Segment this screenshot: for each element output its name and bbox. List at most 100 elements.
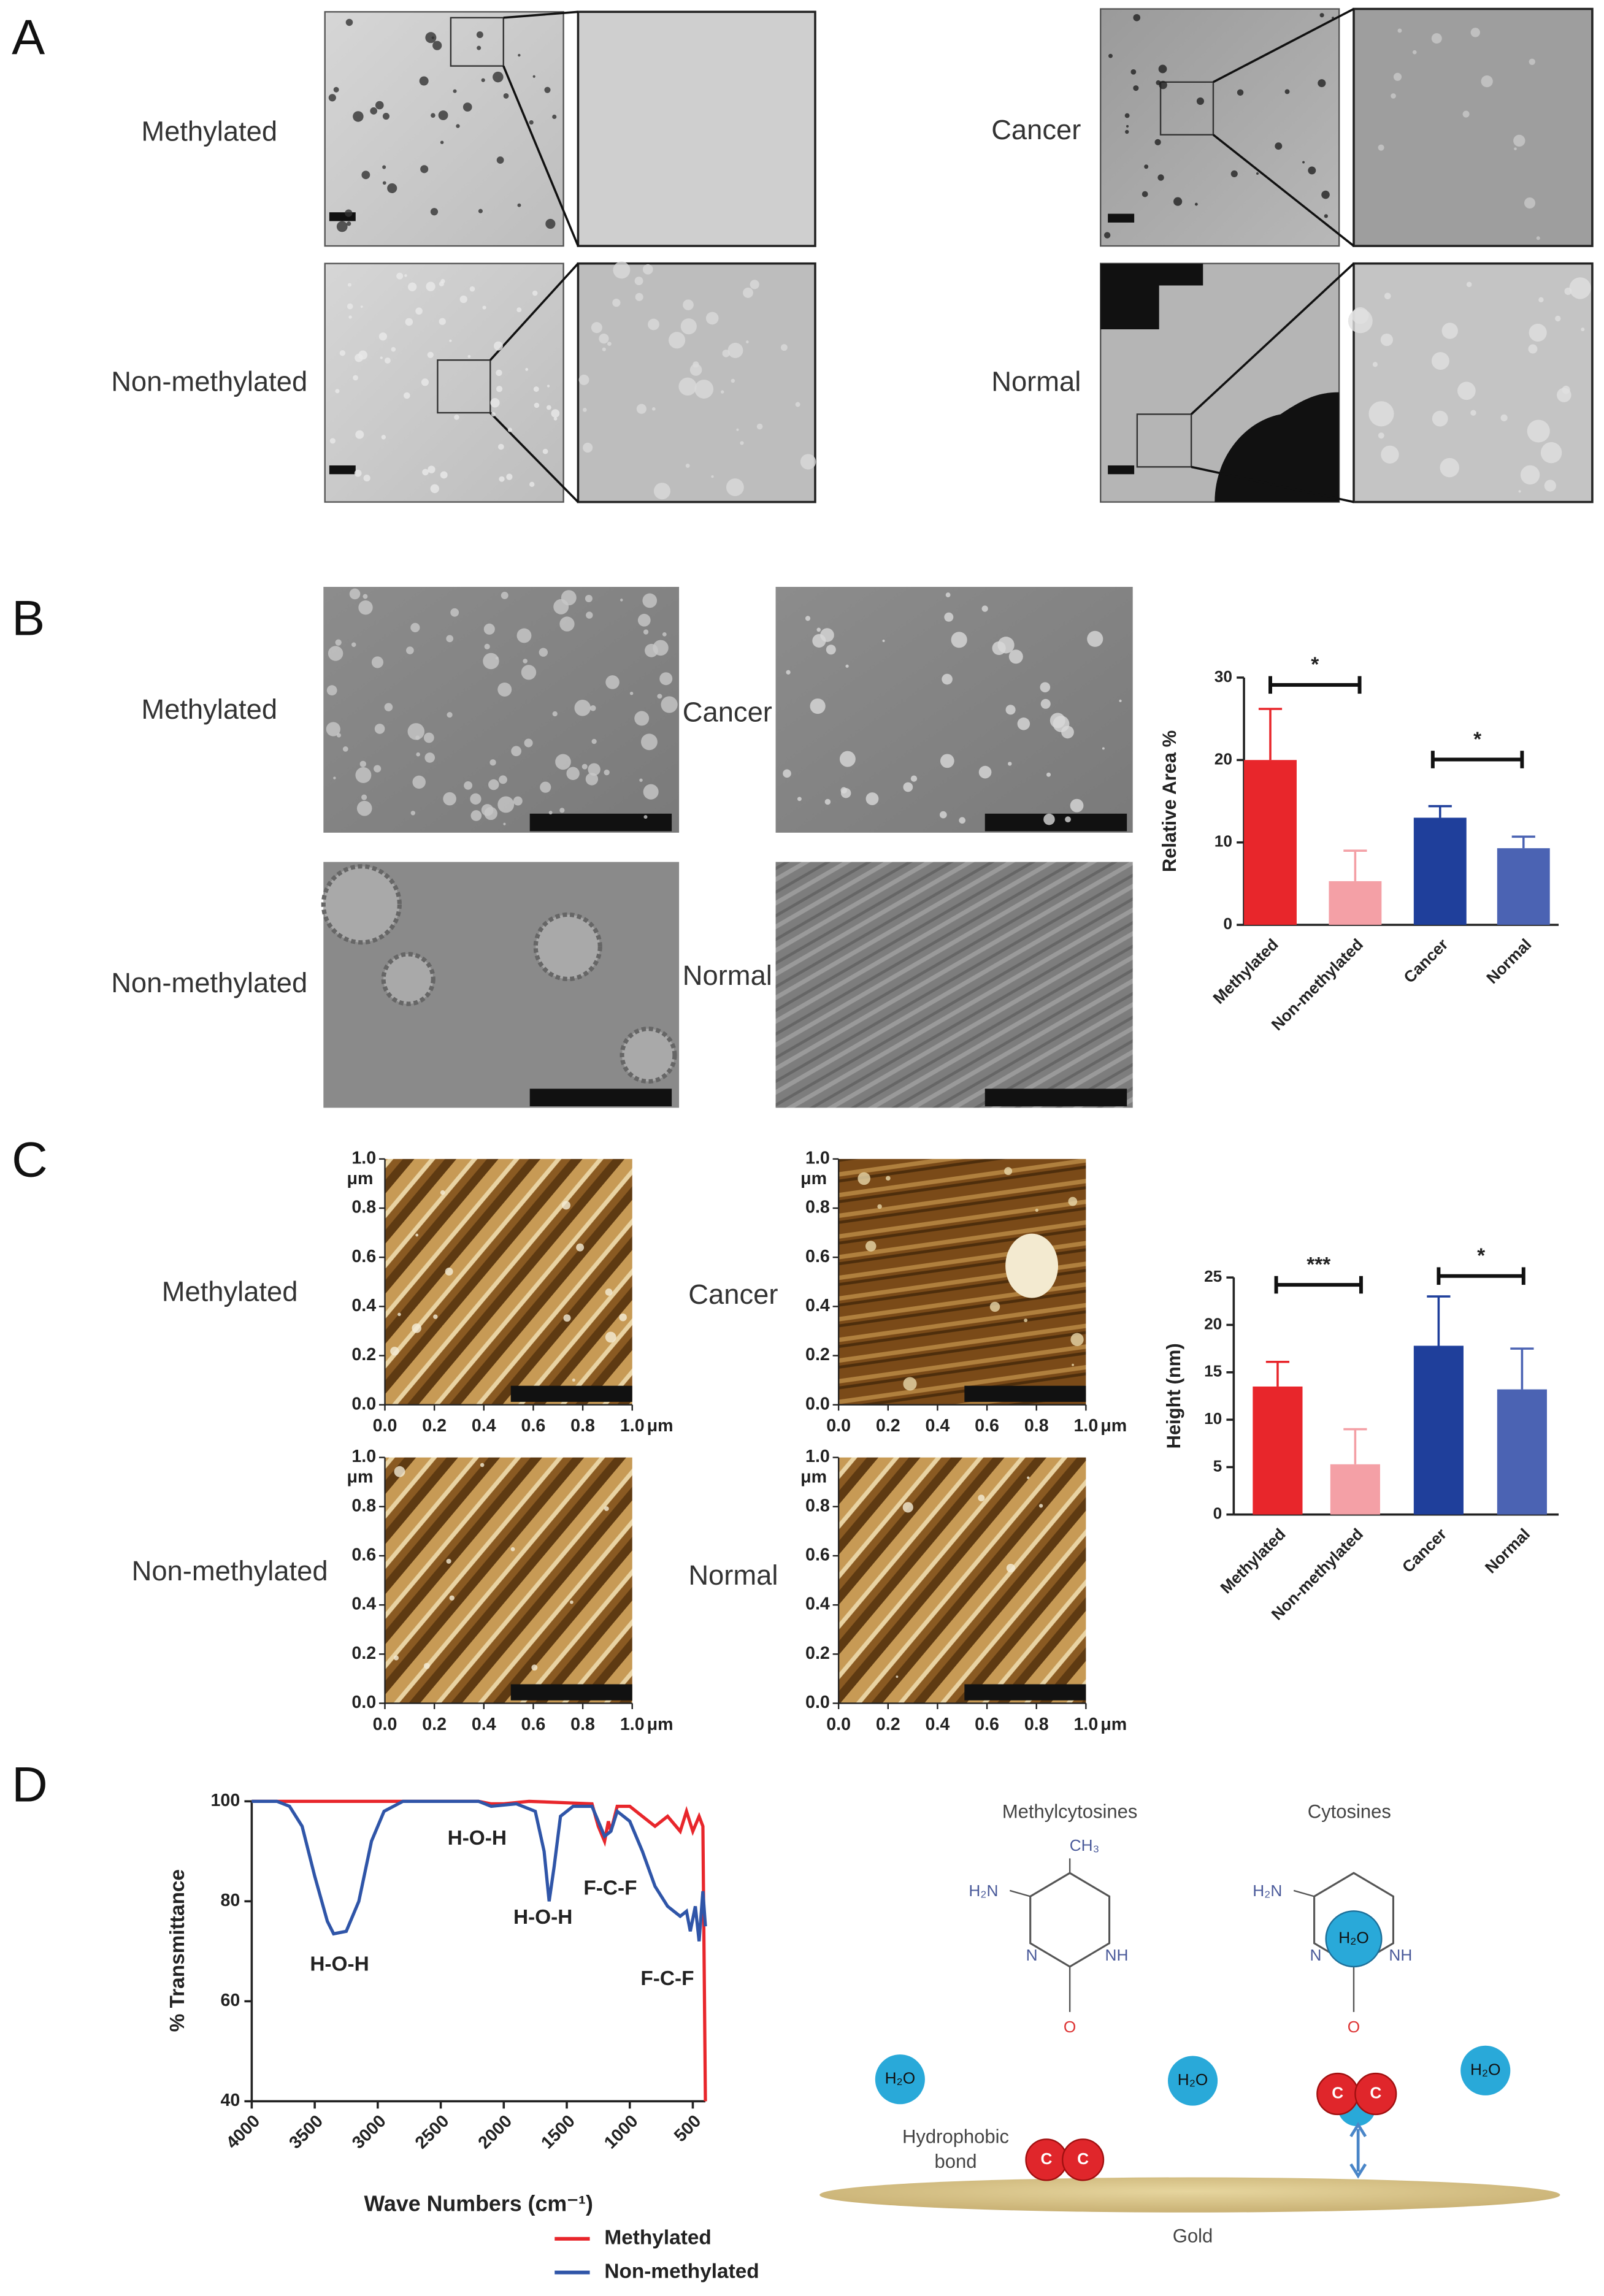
gold-surface (819, 2177, 1560, 2213)
peak-label: F-C-F (640, 1967, 694, 1990)
texture (370, 107, 378, 115)
texture (462, 102, 472, 112)
x-tick-label: 3500 (285, 2111, 327, 2153)
x-tick-label: 0.4 (472, 1715, 496, 1734)
texture (454, 415, 459, 420)
texture (439, 281, 444, 286)
micrograph-zoom (1353, 7, 1594, 247)
texture (816, 627, 821, 632)
texture (427, 351, 434, 358)
sample-label: Methylated (162, 1276, 298, 1307)
texture (1538, 297, 1544, 303)
texture (477, 45, 482, 50)
peak-label: H-O-H (310, 1953, 369, 1975)
texture (1380, 333, 1394, 346)
texture (886, 1176, 891, 1181)
texture (903, 1377, 917, 1391)
carbon (1354, 2072, 1397, 2116)
y-tick-label: 5 (1213, 1456, 1222, 1475)
significance: * (1311, 654, 1319, 676)
texture (978, 1494, 985, 1502)
texture (578, 374, 589, 385)
texture (507, 427, 513, 432)
scale-bar (964, 1385, 1086, 1402)
texture (585, 594, 593, 602)
texture (559, 808, 565, 813)
texture (416, 752, 420, 757)
x-tick-label: 0.8 (1024, 1416, 1049, 1436)
texture (583, 408, 587, 412)
zoom-line (1213, 7, 1354, 83)
texture (1397, 28, 1402, 33)
texture (410, 811, 416, 816)
y-tick-label: 80 (220, 1891, 240, 1910)
texture (795, 402, 800, 407)
texture (566, 767, 580, 780)
texture (524, 738, 533, 748)
sample-label: Cancer (688, 1279, 778, 1310)
texture (382, 113, 389, 120)
axis-unit: μm (347, 1468, 373, 1487)
x-tick-label: 4000 (223, 2111, 264, 2153)
texture (989, 1301, 1000, 1312)
texture (345, 18, 353, 26)
x-tick-label: Normal (1481, 1525, 1533, 1577)
afm-image (838, 1457, 1086, 1704)
micrograph (324, 262, 564, 503)
texture (529, 481, 535, 488)
texture (1348, 308, 1373, 334)
texture (374, 765, 382, 773)
texture (531, 1664, 538, 1671)
y-tick-label: 0.8 (805, 1198, 830, 1217)
texture (1005, 705, 1016, 715)
texture (467, 354, 471, 358)
texture (359, 760, 366, 768)
texture (342, 746, 348, 752)
texture (470, 810, 482, 821)
scale-bar (529, 1089, 672, 1107)
texture (826, 645, 836, 655)
zoom-box (1159, 81, 1215, 136)
y-tick-label: 0 (1223, 914, 1232, 933)
texture (1381, 445, 1399, 464)
panel-letter: D (12, 1757, 48, 1812)
texture (945, 592, 951, 598)
peak-label: H-O-H (448, 1827, 507, 1850)
texture (1275, 142, 1283, 150)
blob (321, 864, 402, 945)
texture (1072, 1363, 1075, 1366)
texture (746, 340, 749, 343)
texture (532, 75, 535, 78)
texture (1540, 442, 1562, 464)
bar (1330, 1464, 1380, 1515)
bar (1413, 1345, 1464, 1515)
texture (678, 377, 697, 396)
texture (496, 156, 504, 164)
atom: O (1348, 2018, 1360, 2036)
texture (469, 286, 475, 292)
x-tick-label: Cancer (1399, 1525, 1450, 1576)
texture (1043, 813, 1055, 825)
scale-bar (329, 465, 356, 475)
blob (533, 912, 602, 982)
texture (645, 643, 658, 657)
diagram-title: Cytosines (1308, 1801, 1391, 1823)
atom: O (1064, 2018, 1076, 2036)
y-tick-label: 1.0 (351, 1447, 376, 1466)
bar (1253, 1386, 1303, 1515)
feature (1005, 1233, 1059, 1298)
texture (786, 670, 791, 675)
texture (612, 299, 621, 307)
y-tick-label: 0.0 (351, 1693, 376, 1712)
texture (659, 672, 673, 686)
zoom-line (1191, 465, 1354, 503)
x-tick-label: 0.6 (521, 1715, 546, 1734)
y-tick-label: 0.6 (351, 1247, 376, 1266)
texture (1154, 139, 1161, 146)
texture (355, 430, 364, 439)
texture (1384, 293, 1391, 300)
x-tick-label: 0.2 (876, 1715, 900, 1734)
texture (516, 628, 532, 643)
texture (499, 775, 507, 784)
texture (559, 616, 575, 632)
